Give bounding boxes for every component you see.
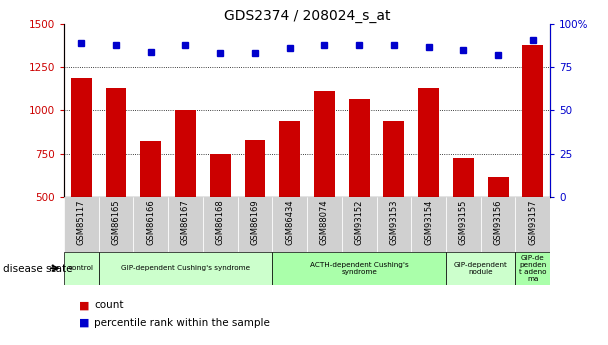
Bar <box>411 197 446 252</box>
Text: disease state: disease state <box>3 264 72 274</box>
Text: GSM86168: GSM86168 <box>216 199 225 245</box>
Bar <box>140 141 161 283</box>
Bar <box>516 197 550 252</box>
Text: GSM86165: GSM86165 <box>111 199 120 245</box>
Bar <box>522 45 544 283</box>
Text: GSM93153: GSM93153 <box>389 199 398 245</box>
Text: count: count <box>94 300 124 310</box>
Bar <box>446 197 481 252</box>
Text: GSM93152: GSM93152 <box>354 199 364 245</box>
Bar <box>238 197 272 252</box>
Bar <box>106 88 126 283</box>
Bar <box>64 197 98 252</box>
Text: GSM88074: GSM88074 <box>320 199 329 245</box>
Bar <box>168 197 203 252</box>
Text: ■: ■ <box>79 300 89 310</box>
Bar <box>98 197 133 252</box>
Bar <box>272 197 307 252</box>
Text: GSM86434: GSM86434 <box>285 199 294 245</box>
Text: ■: ■ <box>79 318 89 327</box>
Text: GIP-dependent
nodule: GIP-dependent nodule <box>454 262 508 275</box>
Bar <box>376 197 411 252</box>
Bar <box>349 99 370 283</box>
Bar <box>481 197 516 252</box>
Bar <box>307 197 342 252</box>
Bar <box>98 252 272 285</box>
Text: GSM93154: GSM93154 <box>424 199 433 245</box>
Text: GSM93155: GSM93155 <box>459 199 468 245</box>
Text: GSM86167: GSM86167 <box>181 199 190 245</box>
Bar <box>133 197 168 252</box>
Text: GIP-dependent Cushing's syndrome: GIP-dependent Cushing's syndrome <box>121 265 250 271</box>
Bar <box>342 197 376 252</box>
Text: control: control <box>69 265 94 271</box>
Bar <box>453 158 474 283</box>
Bar <box>71 78 92 283</box>
Bar <box>272 252 446 285</box>
Bar <box>384 121 404 283</box>
Text: GSM86166: GSM86166 <box>146 199 155 245</box>
Bar <box>516 252 550 285</box>
Bar <box>418 88 439 283</box>
Bar <box>64 252 98 285</box>
Bar <box>446 252 516 285</box>
Bar <box>314 90 335 283</box>
Bar <box>175 110 196 283</box>
Bar <box>488 177 508 283</box>
Bar <box>203 197 238 252</box>
Text: percentile rank within the sample: percentile rank within the sample <box>94 318 270 327</box>
Text: GSM86169: GSM86169 <box>250 199 260 245</box>
Title: GDS2374 / 208024_s_at: GDS2374 / 208024_s_at <box>224 9 390 23</box>
Text: GIP-de
penden
t adeno
ma: GIP-de penden t adeno ma <box>519 255 547 282</box>
Text: GSM85117: GSM85117 <box>77 199 86 245</box>
Text: GSM93156: GSM93156 <box>494 199 503 245</box>
Bar <box>279 121 300 283</box>
Bar <box>244 140 265 283</box>
Text: GSM93157: GSM93157 <box>528 199 537 245</box>
Bar <box>210 154 230 283</box>
Text: ACTH-dependent Cushing's
syndrome: ACTH-dependent Cushing's syndrome <box>310 262 409 275</box>
